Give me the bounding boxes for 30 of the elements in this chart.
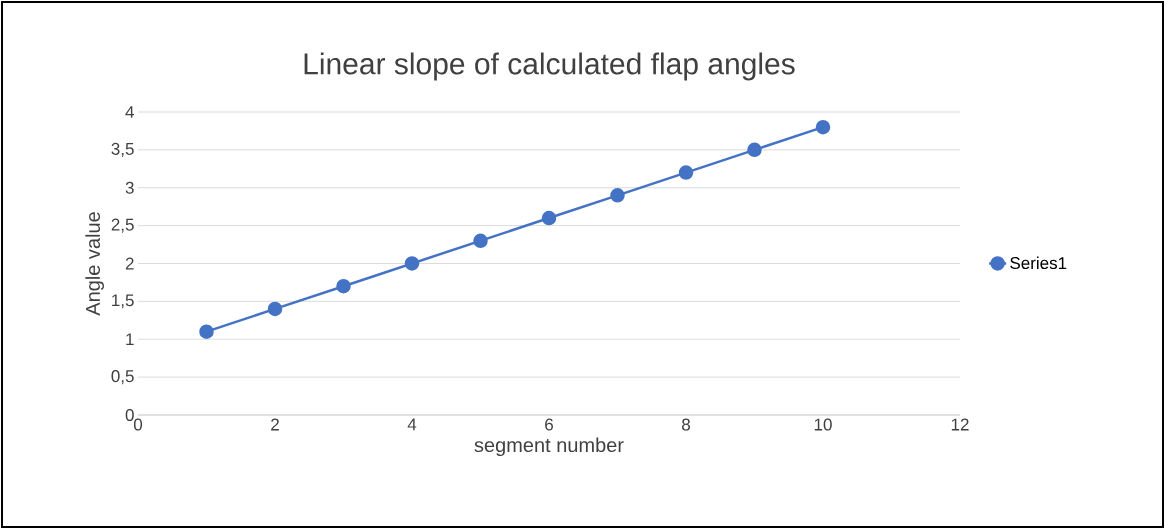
x-tick-label: 2	[271, 418, 279, 431]
point	[747, 142, 762, 158]
y-tick-label: 0	[125, 408, 134, 422]
point	[541, 210, 557, 226]
y-tick-label: 2,5	[111, 218, 134, 233]
point	[473, 233, 488, 249]
x-axis-title: segment number	[474, 437, 624, 457]
point	[267, 301, 283, 317]
y-tick-label: 3,5	[111, 142, 134, 157]
y-tick-label: 4	[125, 106, 134, 118]
y-tick-label: 2	[125, 257, 134, 270]
y-tick-label: 1	[126, 333, 134, 346]
y-tick-label: 0,5	[111, 370, 134, 385]
point	[678, 165, 694, 180]
point	[815, 119, 831, 135]
y-tick-label: 3	[125, 181, 134, 194]
x-tick-label: 4	[407, 418, 417, 431]
point	[336, 278, 351, 294]
y-axis-title: Angle value	[85, 212, 104, 316]
point	[610, 188, 625, 203]
x-tick-label: 8	[682, 418, 690, 431]
point	[199, 324, 214, 339]
y-tick-label: 1,5	[112, 294, 134, 309]
chart-title: Linear slope of calculated flap angles	[304, 52, 795, 81]
point	[404, 256, 420, 271]
x-tick-label: 6	[545, 418, 553, 431]
x-tick-label: 10	[814, 418, 832, 431]
x-tick-label: 0	[133, 418, 143, 431]
x-tick-label: 12	[951, 418, 969, 431]
legend-label: Series1	[1010, 256, 1067, 270]
